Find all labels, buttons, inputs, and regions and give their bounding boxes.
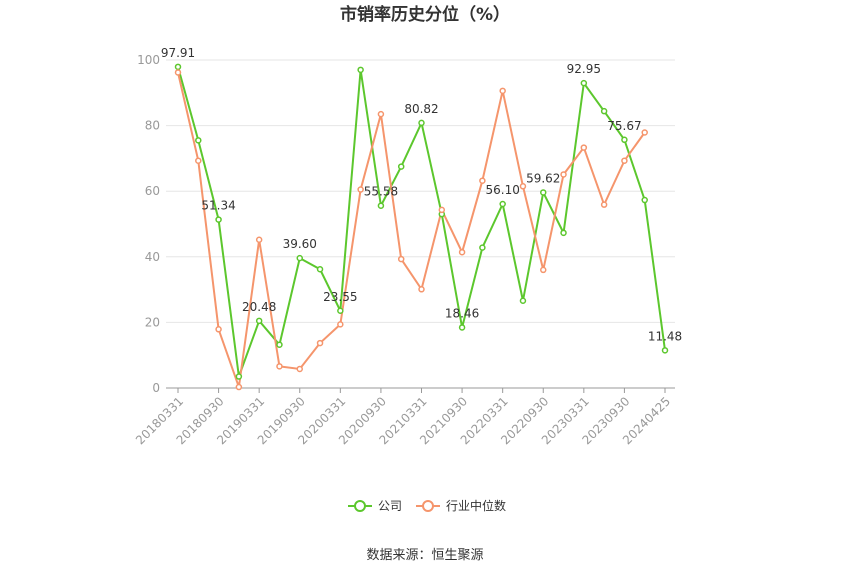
legend-marker-0: [354, 500, 366, 512]
data-label: 75.67: [607, 119, 641, 133]
data-label: 55.58: [364, 185, 398, 199]
data-label: 92.95: [567, 62, 601, 76]
data-point: [276, 341, 283, 348]
y-tick-label: 100: [137, 53, 160, 67]
data-point: [479, 177, 486, 184]
data-point: [418, 286, 425, 293]
chart-title: 市销率历史分位（%）: [340, 4, 510, 25]
data-point: [418, 119, 425, 127]
legend-label-0: 公司: [378, 499, 402, 513]
data-point: [255, 236, 263, 243]
data-point: [661, 347, 669, 354]
data-point: [499, 87, 506, 95]
data-point: [255, 317, 263, 325]
data-point: [235, 383, 243, 391]
data-point: [296, 254, 303, 262]
data-label: 11.48: [648, 329, 682, 343]
data-point: [438, 206, 446, 214]
data-point: [276, 363, 283, 370]
data-label: 20.48: [242, 300, 276, 314]
legend-label-1: 行业中位数: [446, 498, 506, 513]
y-tick-label: 0: [152, 381, 160, 395]
data-label: 59.62: [526, 171, 560, 185]
data-point: [560, 171, 567, 178]
data-point: [580, 144, 588, 151]
data-labels: 97.91 51.34 20.48 39.60 23.55 55.58 80.82 18.46…: [161, 46, 682, 343]
data-point: [174, 63, 182, 71]
data-point: [641, 129, 648, 136]
data-point: [580, 79, 588, 87]
data-label: 56.10: [485, 183, 519, 197]
data-point: [600, 201, 608, 208]
x-axis: 2018033120180930201903312019093020200331…: [133, 387, 675, 447]
data-point: [600, 107, 608, 115]
data-point: [195, 157, 202, 164]
data-point: [357, 186, 364, 193]
y-tick-label: 60: [145, 184, 160, 198]
data-point: [174, 69, 182, 76]
data-label: 18.46: [445, 306, 479, 320]
data-point: [560, 229, 567, 237]
source-note: 数据来源：恒生聚源: [366, 548, 483, 563]
data-point: [540, 266, 547, 274]
data-point: [397, 163, 405, 170]
series-line-1: [177, 72, 646, 388]
y-axis: 0 20 40 60 80 100: [137, 53, 160, 395]
data-point: [479, 244, 486, 251]
data-label: 97.91: [161, 46, 195, 60]
data-point: [519, 183, 527, 190]
data-point: [316, 339, 324, 347]
data-label: 80.82: [404, 102, 438, 116]
data-point: [499, 200, 506, 208]
data-point: [296, 365, 303, 373]
data-point: [215, 216, 222, 223]
data-point: [316, 266, 324, 273]
data-point: [377, 110, 385, 118]
grid: [166, 59, 675, 323]
legend-marker-1: [422, 500, 434, 512]
data-point: [357, 66, 364, 74]
data-point: [195, 137, 202, 144]
data-point: [458, 324, 466, 331]
data-point: [621, 157, 628, 164]
data-label: 23.55: [323, 290, 357, 304]
data-point: [540, 189, 547, 196]
data-point: [215, 326, 222, 333]
data-point: [337, 321, 344, 328]
data-point: [377, 202, 385, 209]
series-group: [174, 63, 669, 391]
data-point: [621, 136, 628, 144]
data-point: [337, 307, 344, 315]
data-point: [235, 373, 243, 380]
data-point: [519, 297, 527, 305]
data-point: [397, 255, 405, 263]
data-point: [641, 196, 648, 204]
y-tick-label: 80: [145, 119, 160, 133]
y-tick-label: 40: [145, 250, 160, 264]
legend[interactable]: 公司 行业中位数: [348, 498, 506, 513]
y-tick-label: 20: [145, 315, 160, 329]
data-label: 51.34: [201, 199, 235, 213]
data-point: [458, 248, 466, 256]
data-label: 39.60: [283, 237, 317, 251]
